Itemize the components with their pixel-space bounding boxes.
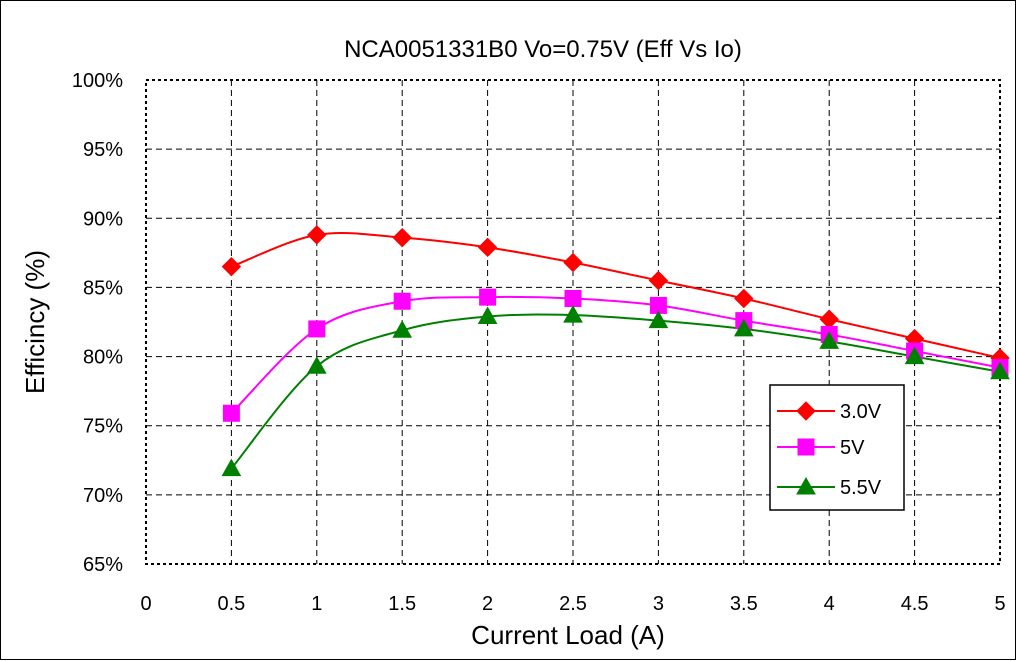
legend: 3.0V 5V 5.5V — [769, 384, 905, 511]
series-markers — [221, 225, 1010, 477]
data-point-3.0V — [392, 227, 412, 248]
plot-area-border — [145, 79, 1001, 565]
x-tick-label: 0.5 — [217, 593, 245, 615]
data-point-5.5V — [477, 306, 498, 324]
legend-marker — [797, 438, 815, 456]
data-point-3.0V — [648, 270, 669, 291]
data-point-3.0V — [221, 256, 242, 277]
legend-marker — [796, 401, 816, 421]
data-point-5V — [393, 292, 411, 310]
series-line-5V — [230, 295, 1001, 414]
data-point-5V — [308, 320, 326, 338]
data-point-5.5V — [904, 346, 925, 365]
x-tick-label: 3.5 — [730, 593, 758, 615]
data-point-5.5V — [306, 356, 327, 374]
data-point-5.5V — [392, 320, 413, 338]
x-tick-label: 1 — [311, 593, 322, 615]
data-point-5.5V — [221, 458, 242, 477]
data-point-5V — [479, 288, 497, 306]
x-tick-label: 0 — [140, 593, 151, 615]
y-tick-label: 100% — [72, 70, 123, 92]
legend-label: 5V — [840, 437, 865, 459]
data-point-5V — [222, 404, 240, 422]
y-tick-label: 75% — [83, 416, 123, 438]
series-lines — [230, 231, 1001, 470]
legend-items: 3.0V 5V 5.5V — [777, 401, 882, 499]
data-point-5.5V — [819, 331, 840, 349]
y-tick-label: 90% — [83, 208, 123, 230]
data-point-5.5V — [990, 361, 1010, 380]
data-point-3.0V — [477, 237, 498, 258]
data-point-3.0V — [734, 288, 754, 309]
x-axis-title: Current Load (A) — [471, 620, 665, 650]
y-tick-label: 70% — [83, 485, 123, 507]
x-tick-label: 3 — [653, 593, 664, 615]
data-point-5V — [564, 289, 582, 307]
x-tick-label: 1.5 — [388, 593, 416, 615]
y-tick-label: 95% — [83, 139, 123, 161]
series-line-5.5V — [230, 313, 1001, 470]
y-tick-label: 85% — [83, 277, 123, 299]
series-line-3.0V — [231, 231, 1001, 359]
legend-marker — [796, 476, 816, 495]
data-point-3.0V — [563, 252, 583, 273]
x-tick-label: 2.5 — [559, 593, 587, 615]
legend-label: 3.0V — [840, 401, 882, 423]
x-tick-label: 4.5 — [901, 593, 929, 615]
x-tick-label: 2 — [482, 593, 493, 615]
x-tick-labels: 0 0.5 1 1.5 2 2.5 3 3.5 4 4.5 5 — [140, 593, 1005, 615]
data-point-3.0V — [307, 225, 327, 245]
legend-label: 5.5V — [840, 477, 882, 499]
x-tick-label: 4 — [824, 593, 835, 615]
chart-title: NCA0051331B0 Vo=0.75V (Eff Vs Io) — [344, 36, 742, 63]
y-axis-title: Efficincy (%) — [20, 250, 50, 394]
y-tick-label: 65% — [83, 554, 123, 576]
y-tick-labels: 65% 70% 75% 80% 85% 90% 95% 100% — [72, 70, 123, 576]
data-point-5.5V — [733, 318, 754, 337]
data-point-5.5V — [648, 310, 669, 329]
data-point-5.5V — [563, 305, 583, 323]
y-tick-label: 80% — [83, 347, 123, 369]
x-tick-label: 5 — [994, 593, 1005, 615]
